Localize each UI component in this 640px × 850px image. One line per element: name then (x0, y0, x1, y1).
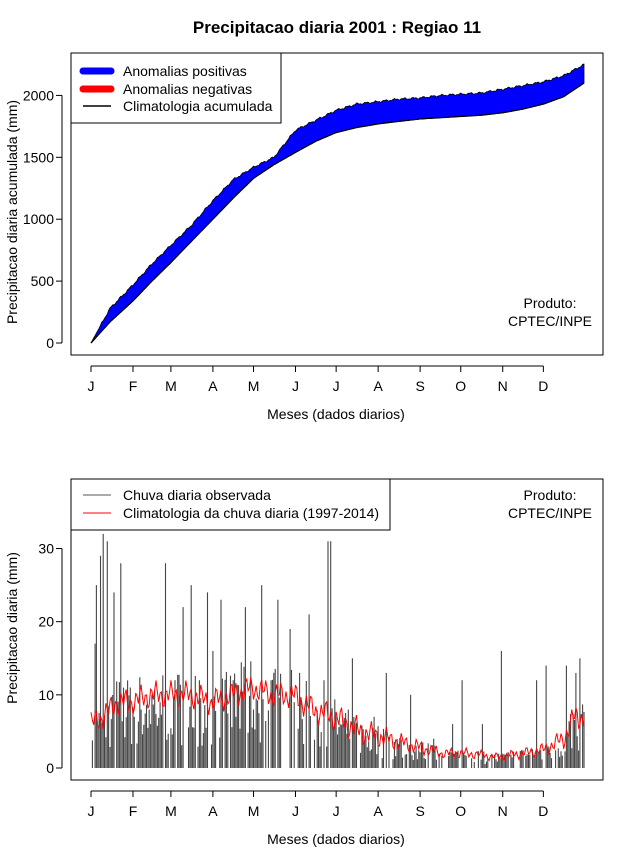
x-tick-label: D (538, 378, 548, 394)
cumulative-x-label: Meses (dados diarios) (267, 406, 405, 422)
x-tick-label: A (208, 803, 218, 819)
x-tick-label: J (292, 803, 299, 819)
y-tick-label: 500 (31, 273, 55, 289)
legend-label-observed-rain: Chuva diaria observada (123, 487, 271, 503)
climatology-daily-line (90, 677, 585, 762)
legend-label-climatology-cumulative: Climatologia acumulada (123, 98, 273, 114)
y-tick-label: 0 (46, 760, 54, 776)
x-tick-label: M (165, 803, 177, 819)
daily-legend-box (70, 478, 391, 531)
x-tick-label: O (455, 378, 466, 394)
credit-line2-top: CPTEC/INPE (508, 313, 592, 329)
cumulative-y-label: Precipitacao diaria acumulada (mm) (4, 100, 20, 324)
daily-x-label: Meses (dados diarios) (267, 831, 405, 847)
daily-y-axis: 0 10 20 30 (38, 541, 63, 776)
x-tick-label: J (292, 378, 299, 394)
x-tick-label: J (333, 378, 340, 394)
x-tick-label: F (129, 378, 138, 394)
cumulative-legend: Anomalias positivas Anomalias negativas … (70, 52, 282, 124)
y-tick-label: 2000 (23, 87, 54, 103)
x-tick-label: J (88, 378, 95, 394)
credit-line1-top: Produto: (524, 295, 577, 311)
y-tick-label: 1000 (23, 211, 54, 227)
daily-panel: 0 10 20 30 J F M A M J J A S O N D Meses (dados diario… (4, 478, 604, 847)
x-tick-label: M (248, 378, 260, 394)
x-tick-label: J (88, 803, 95, 819)
x-tick-label: A (373, 803, 383, 819)
x-tick-label: N (498, 378, 508, 394)
cumulative-panel: 0 500 1000 1500 2000 J F M A M J J A S O N D Meses (dad… (4, 52, 604, 422)
y-tick-label: 1500 (23, 149, 54, 165)
x-tick-label: A (208, 378, 218, 394)
x-tick-label: S (415, 803, 424, 819)
x-tick-label: M (248, 803, 260, 819)
daily-legend: Chuva diaria observada Climatologia da c… (70, 478, 391, 531)
credit-line2-bottom: CPTEC/INPE (508, 505, 592, 521)
x-tick-label: F (129, 803, 138, 819)
x-tick-label: J (333, 803, 340, 819)
x-tick-label: D (538, 803, 548, 819)
cumulative-plot-frame (70, 52, 604, 356)
climatology-cumulative-line (90, 82, 585, 344)
y-tick-label: 30 (38, 541, 54, 557)
legend-label-negative: Anomalias negativas (123, 81, 252, 97)
y-tick-label: 0 (46, 335, 54, 351)
daily-y-label: Precipitacao diaria (mm) (4, 552, 20, 704)
x-tick-label: N (498, 803, 508, 819)
x-tick-label: M (165, 378, 177, 394)
credit-line1-bottom: Produto: (524, 487, 577, 503)
legend-label-climatology-daily: Climatologia da chuva diaria (1997-2014) (123, 505, 379, 521)
chart-title: Precipitacao diaria 2001 : Regiao 11 (193, 18, 481, 37)
x-tick-label: S (415, 378, 424, 394)
legend-label-positive: Anomalias positivas (123, 63, 247, 79)
x-tick-label: A (373, 378, 383, 394)
x-tick-label: O (455, 803, 466, 819)
y-tick-label: 20 (38, 614, 54, 630)
y-tick-label: 10 (38, 687, 54, 703)
cumulative-y-axis: 0 500 1000 1500 2000 (23, 87, 63, 351)
